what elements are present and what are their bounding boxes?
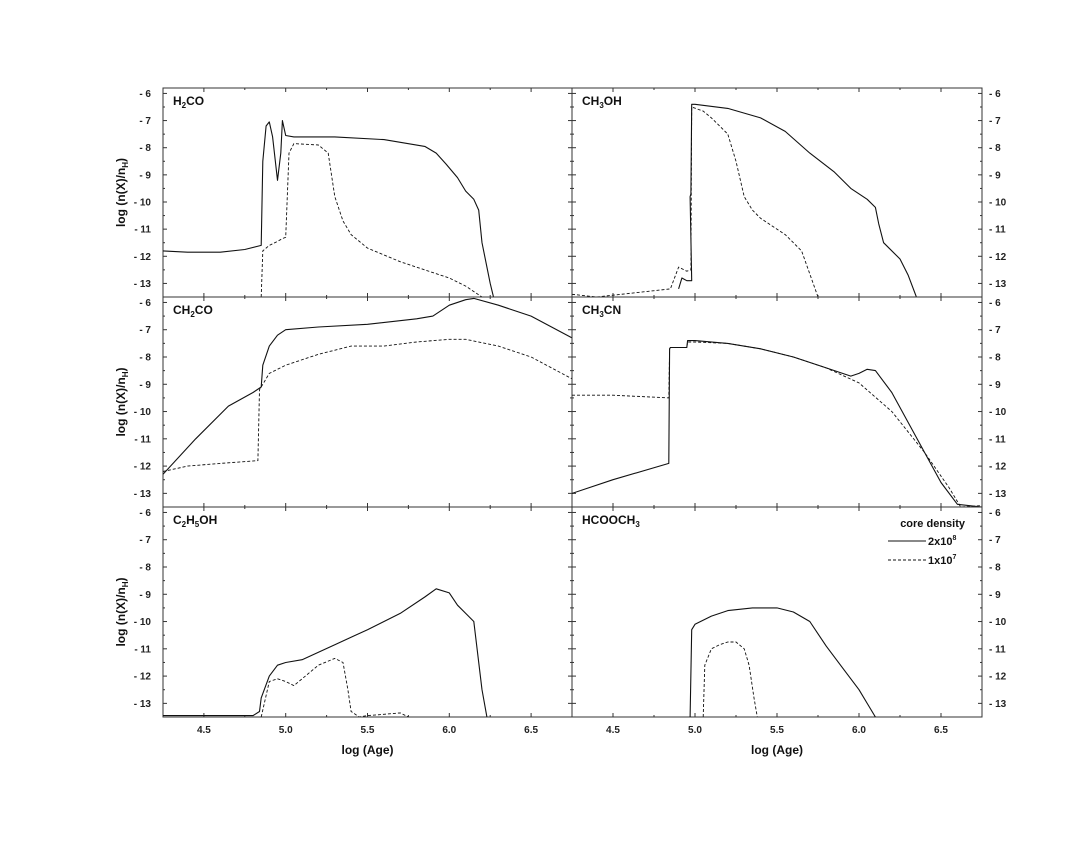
- y-tick-label: - 12: [134, 672, 152, 683]
- y-tick-label: - 12: [134, 252, 152, 263]
- legend-label: 2x108: [928, 535, 956, 548]
- panel-title: HCOOCH3: [582, 513, 640, 529]
- y-tick-label: - 13: [989, 699, 1007, 710]
- y-tick-label: - 13: [134, 699, 152, 710]
- y-axis-label: log (n(X)/nH): [114, 577, 130, 646]
- panel-frame: [571, 506, 983, 718]
- y-tick-label: - 11: [134, 644, 151, 655]
- y-tick-label: - 9: [989, 170, 1001, 181]
- y-tick-label: - 10: [989, 198, 1007, 209]
- y-tick-label: - 12: [989, 672, 1007, 683]
- y-tick-label: - 9: [989, 380, 1001, 391]
- y-tick-label: - 6: [139, 508, 151, 519]
- y-tick-label: - 13: [989, 489, 1007, 500]
- panel-hcooch3: - 6 - 7 - 8 - 9 - 10 - 11 - 12 - 13 4.5 5.0 5.5 6.0…: [571, 506, 1007, 757]
- x-tick-label: 5.5: [770, 725, 784, 736]
- x-tick-label: 6.5: [934, 725, 948, 736]
- series-line-1x10-7: [572, 106, 819, 297]
- x-axis-label: log (Age): [751, 743, 803, 757]
- y-axis-label: log (n(X)/nH): [114, 158, 130, 227]
- y-tick-label: - 12: [134, 462, 152, 473]
- x-tick-label: 6.0: [442, 725, 456, 736]
- series-line-2x10-8: [572, 340, 982, 507]
- y-tick-label: - 11: [989, 225, 1006, 236]
- series-line-2x10-8: [678, 103, 917, 297]
- x-axis-label: log (Age): [342, 743, 394, 757]
- y-tick-label: - 8: [139, 143, 151, 154]
- y-axis-label: log (n(X)/nH): [114, 367, 130, 436]
- panel-title: CH3OH: [582, 94, 622, 110]
- legend-title: core density: [900, 518, 966, 530]
- panel-title: H2CO: [173, 94, 204, 110]
- series-line-1x10-7: [163, 338, 572, 472]
- panel-title: CH3CN: [582, 303, 621, 319]
- x-tick-label: 5.0: [279, 725, 293, 736]
- y-tick-label: - 10: [134, 198, 152, 209]
- series-line-2x10-8: [163, 588, 488, 717]
- y-tick-label: - 7: [139, 116, 151, 127]
- y-tick-label: - 8: [989, 563, 1001, 574]
- series-line-2x10-8: [163, 120, 495, 297]
- legend-label: 1x107: [928, 554, 956, 567]
- y-tick-label: - 8: [989, 143, 1001, 154]
- series-line-1x10-7: [572, 341, 982, 507]
- series-line-2x10-8: [689, 607, 876, 717]
- panel-c2h5oh: - 6 - 7 - 8 - 9 - 10 - 11 - 12 - 13 4.5 5.0 5.5 6.0…: [114, 506, 573, 757]
- x-tick-label: 6.5: [524, 725, 538, 736]
- y-tick-label: - 9: [139, 380, 151, 391]
- panel-frame: [571, 296, 983, 508]
- panel-ch3cn: - 6 - 7 - 8 - 9 - 10 - 11 - 12 - 13 CH3CN: [571, 296, 1007, 508]
- y-tick-label: - 12: [989, 462, 1007, 473]
- y-tick-label: - 8: [139, 563, 151, 574]
- y-tick-label: - 8: [989, 353, 1001, 364]
- y-tick-label: - 7: [989, 535, 1001, 546]
- y-tick-label: - 9: [139, 170, 151, 181]
- panel-frame: [162, 296, 573, 508]
- y-tick-label: - 6: [139, 298, 151, 309]
- panel-title: C2H5OH: [173, 513, 217, 529]
- y-tick-label: - 13: [134, 279, 152, 290]
- legend: core density 2x108 1x107: [888, 518, 966, 567]
- panel-frame: [162, 506, 573, 718]
- x-tick-label: 5.0: [688, 725, 702, 736]
- y-tick-label: - 10: [134, 407, 152, 418]
- y-tick-label: - 7: [989, 325, 1001, 336]
- x-tick-label: 4.5: [606, 725, 620, 736]
- panel-frame: [162, 87, 573, 298]
- series-line-1x10-7: [260, 657, 409, 717]
- y-tick-label: - 6: [989, 298, 1001, 309]
- panel-title: CH2CO: [173, 303, 213, 319]
- panel-h2co: - 6 - 7 - 8 - 9 - 10 - 11 - 12 - 13 H2CO log (n(X…: [114, 87, 573, 298]
- series-line-2x10-8: [163, 297, 572, 475]
- panel-ch3oh: - 6 - 7 - 8 - 9 - 10 - 11 - 12 - 13 CH3OH: [571, 87, 1007, 298]
- y-tick-label: - 13: [134, 489, 152, 500]
- y-tick-label: - 7: [989, 116, 1001, 127]
- y-tick-label: - 9: [989, 590, 1001, 601]
- y-tick-label: - 11: [134, 225, 151, 236]
- y-tick-label: - 11: [989, 644, 1006, 655]
- y-tick-label: - 10: [989, 617, 1007, 628]
- series-line-1x10-7: [702, 641, 758, 717]
- y-tick-label: - 13: [989, 279, 1007, 290]
- y-tick-label: - 12: [989, 252, 1007, 263]
- y-tick-label: - 9: [139, 590, 151, 601]
- y-tick-label: - 7: [139, 535, 151, 546]
- series-line-1x10-7: [260, 143, 483, 297]
- y-tick-label: - 6: [139, 89, 151, 100]
- x-tick-label: 4.5: [197, 725, 211, 736]
- y-tick-label: - 8: [139, 353, 151, 364]
- y-tick-label: - 7: [139, 325, 151, 336]
- x-tick-label: 5.5: [361, 725, 375, 736]
- y-tick-label: - 6: [989, 89, 1001, 100]
- x-tick-label: 6.0: [852, 725, 866, 736]
- y-tick-label: - 10: [989, 407, 1007, 418]
- y-tick-label: - 11: [989, 434, 1006, 445]
- y-tick-label: - 11: [134, 434, 151, 445]
- y-tick-label: - 6: [989, 508, 1001, 519]
- panel-ch2co: - 6 - 7 - 8 - 9 - 10 - 11 - 12 - 13 CH2CO log (n(…: [114, 296, 573, 508]
- y-tick-label: - 10: [134, 617, 152, 628]
- panel-frame: [571, 87, 983, 298]
